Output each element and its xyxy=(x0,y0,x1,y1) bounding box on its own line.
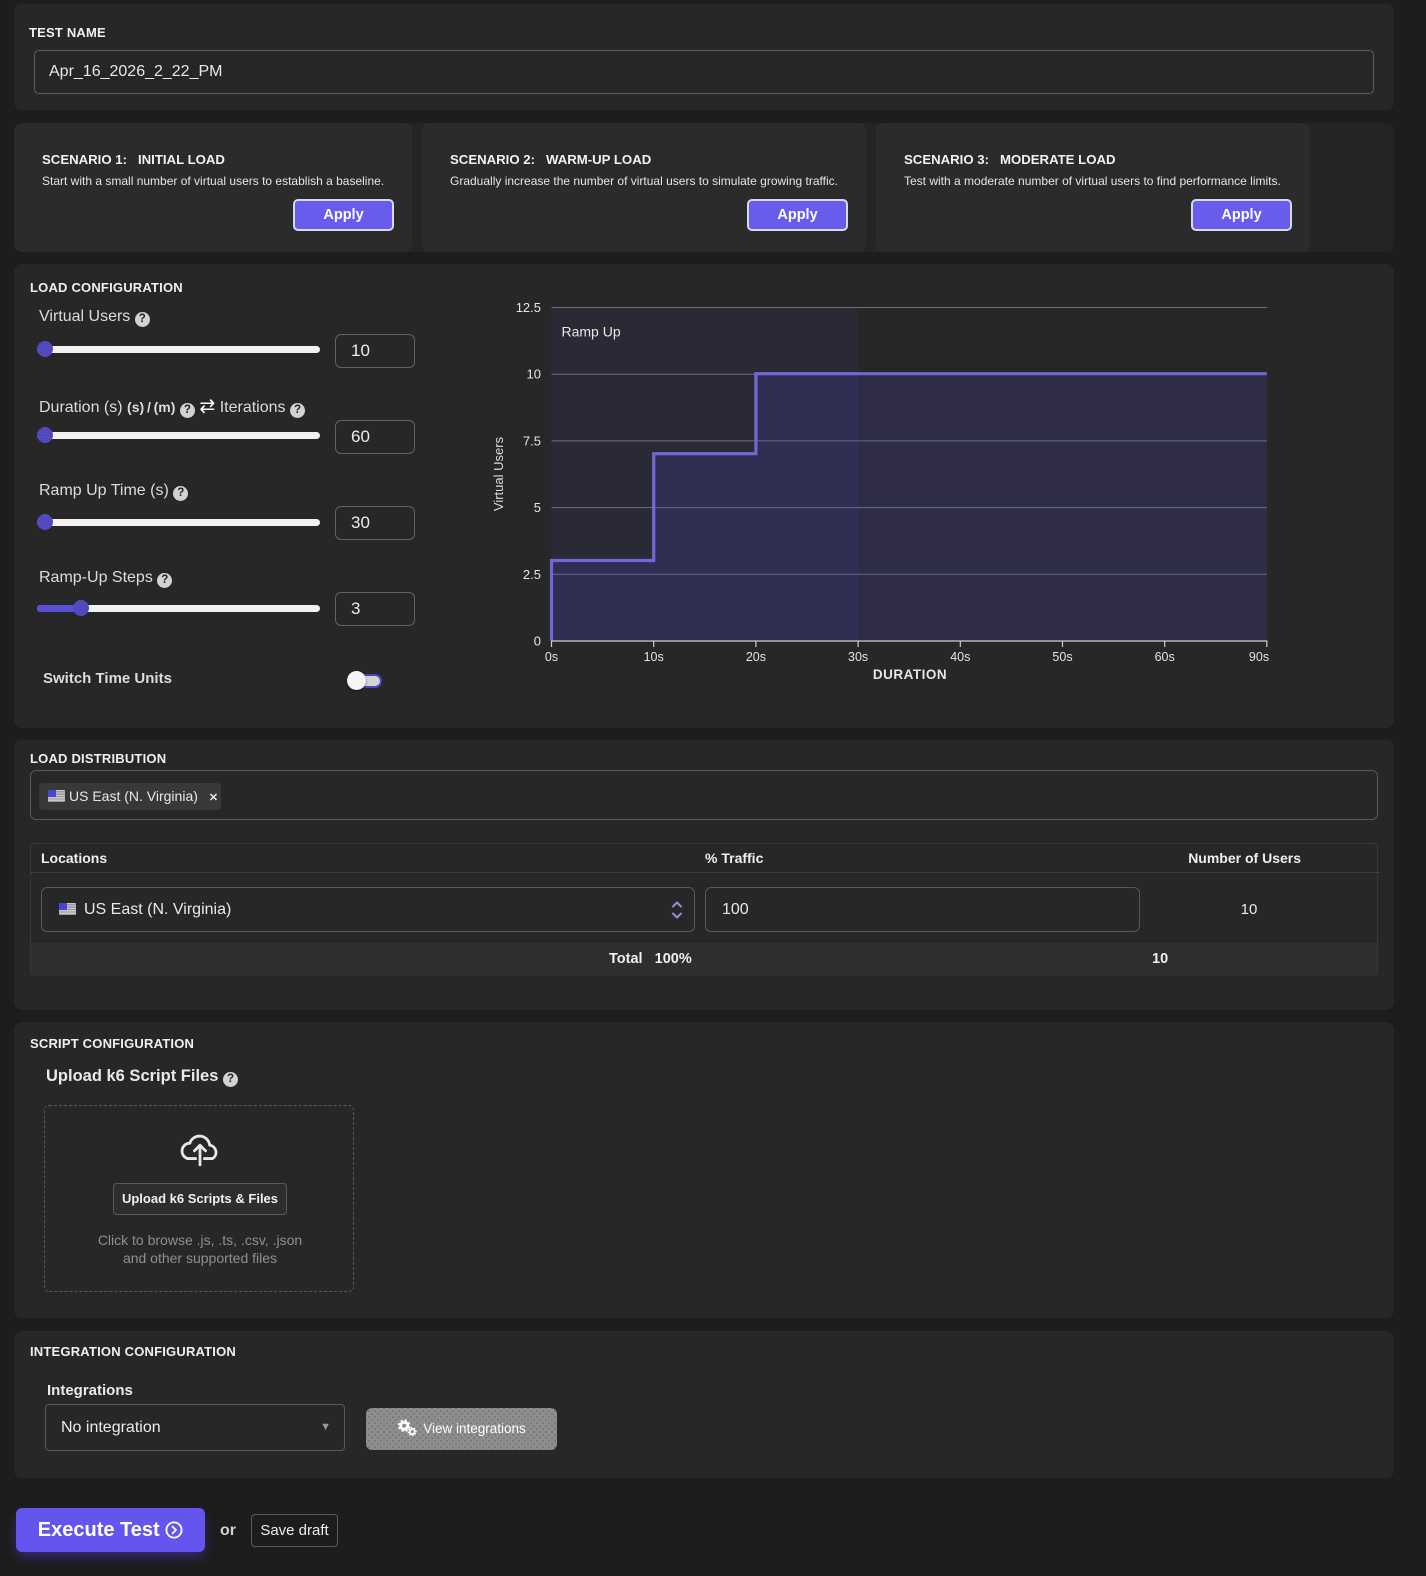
svg-text:20s: 20s xyxy=(746,650,766,664)
svg-text:40s: 40s xyxy=(950,650,970,664)
svg-text:0: 0 xyxy=(534,634,541,649)
svg-text:12.5: 12.5 xyxy=(516,300,541,315)
svg-text:0s: 0s xyxy=(545,650,558,664)
svg-text:7.5: 7.5 xyxy=(523,433,541,448)
svg-text:30s: 30s xyxy=(848,650,868,664)
svg-text:60s: 60s xyxy=(1155,650,1175,664)
svg-text:10: 10 xyxy=(527,367,541,382)
svg-text:Virtual Users: Virtual Users xyxy=(491,436,506,511)
svg-text:90s: 90s xyxy=(1249,650,1269,664)
svg-text:2.5: 2.5 xyxy=(523,567,541,582)
svg-text:DURATION: DURATION xyxy=(873,667,947,682)
svg-text:5: 5 xyxy=(534,500,541,515)
svg-text:Ramp Up: Ramp Up xyxy=(562,324,621,340)
svg-text:10s: 10s xyxy=(644,650,664,664)
svg-text:50s: 50s xyxy=(1052,650,1072,664)
